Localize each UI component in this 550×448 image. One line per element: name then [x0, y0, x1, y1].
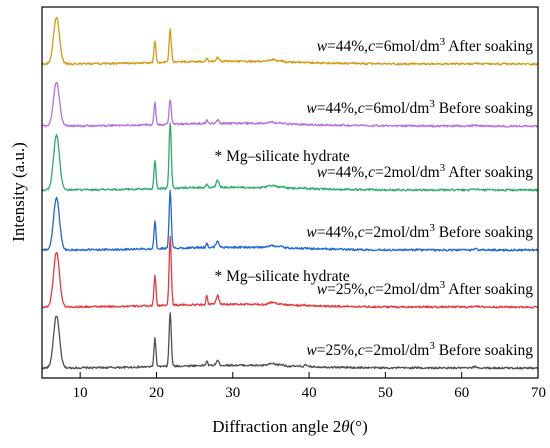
- series-trace: [41, 16, 538, 66]
- series-label: w=44%,c=6mol/dm3 After soaking: [317, 36, 534, 55]
- series-trace: [41, 81, 538, 128]
- annotation-label: * Mg–silicate hydrate: [215, 148, 350, 165]
- series-label: w=25%,c=2mol/dm3 After soaking: [317, 279, 534, 298]
- series-trace: [41, 312, 538, 370]
- series-label: w=25%,c=2mol/dm3 Before soaking: [306, 340, 533, 359]
- x-tick-label: 70: [531, 385, 546, 401]
- x-tick-label: 10: [73, 385, 88, 401]
- series-trace: [41, 189, 539, 252]
- series-label: w=44%,c=6mol/dm3 Before soaking: [306, 98, 533, 117]
- series-traces: [41, 16, 539, 370]
- x-tick-label: 30: [225, 385, 240, 401]
- plot-frame: [41, 6, 539, 379]
- x-tick-label: 40: [302, 385, 317, 401]
- series-trace: [41, 122, 538, 192]
- x-tick-label: 60: [454, 385, 469, 401]
- series-label: w=44%,c=2mol/dm3 Before soaking: [306, 222, 533, 241]
- series-label: w=44%,c=2mol/dm3 After soaking: [317, 162, 534, 181]
- annotation-label: * Mg–silicate hydrate: [215, 268, 350, 285]
- x-tick-label: 50: [378, 385, 393, 401]
- x-axis-title: Diffraction angle 2θ(°): [212, 417, 368, 436]
- annotations: * Mg–silicate hydrate * Mg–silicate hydra…: [215, 148, 350, 285]
- x-tick-label: 20: [149, 385, 164, 401]
- y-axis-title: Intensity (a.u.): [9, 142, 28, 242]
- x-axis-ticks: 10 20 30 40 50 60 70: [73, 372, 546, 401]
- series-trace: [41, 235, 539, 309]
- series-labels: w=25%,c=2mol/dm3 Before soaking w=25%,c=2…: [306, 36, 533, 359]
